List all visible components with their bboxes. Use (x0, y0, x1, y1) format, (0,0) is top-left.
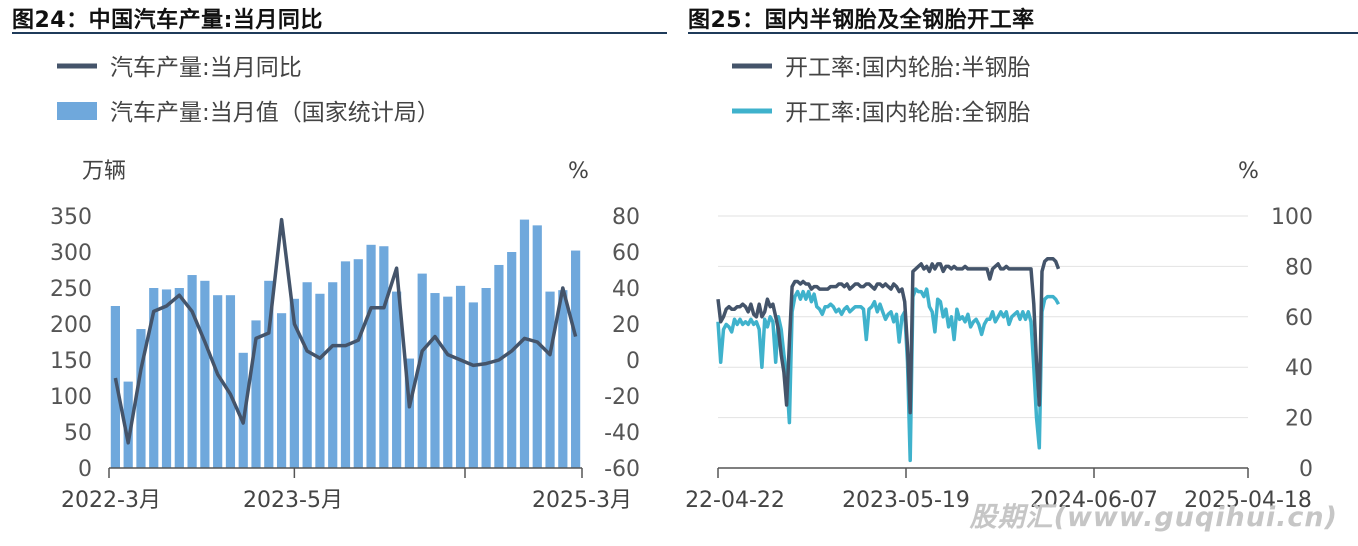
production-bar (379, 246, 389, 468)
left-tick-label: 300 (50, 241, 92, 266)
production-bar (200, 280, 210, 468)
right-tick-label: 60 (612, 241, 640, 266)
production-bar (392, 291, 402, 468)
right-tick-label: 40 (612, 277, 640, 302)
legend-bar-swatch (57, 102, 97, 120)
x-tick-label: 2024-06-07 (1030, 488, 1158, 513)
production-bar (123, 381, 133, 468)
legend-label-production: 汽车产量:当月值（国家统计局） (110, 100, 440, 126)
right-tick-label: -40 (604, 421, 640, 446)
production-bar (174, 288, 184, 468)
production-bar (417, 273, 427, 468)
y-tick-label: 100 (1271, 205, 1313, 230)
right-axis-unit: % (568, 159, 589, 184)
legend-label-yoy: 汽车产量:当月同比 (110, 55, 302, 81)
production-bar (264, 280, 274, 468)
production-bar (507, 252, 517, 468)
left-tick-label: 0 (78, 457, 92, 482)
production-bar (545, 291, 555, 468)
production-bar (136, 329, 146, 468)
x-tick-label: 2025-3月 (532, 488, 632, 513)
production-bar (149, 288, 159, 468)
left-tick-label: 350 (50, 205, 92, 230)
production-bar (519, 219, 530, 468)
y-tick-label: 80 (1285, 255, 1313, 280)
production-bar (161, 289, 172, 468)
left-tick-label: 250 (50, 277, 92, 302)
production-bar (494, 264, 504, 468)
y-tick-label: 0 (1299, 457, 1313, 482)
production-bar (443, 296, 453, 468)
y-tick-label: 60 (1285, 306, 1313, 331)
left-tick-label: 50 (64, 421, 92, 446)
production-bar (225, 295, 236, 468)
production-bar (404, 358, 415, 468)
production-bar (353, 259, 363, 468)
right-tick-label: 0 (626, 349, 640, 374)
production-bar (276, 313, 287, 468)
chart-1-title-rule (12, 32, 667, 34)
right-tick-label: 20 (612, 313, 640, 338)
left-tick-label: 200 (50, 313, 92, 338)
y-tick-label: 20 (1285, 407, 1313, 432)
production-bar (328, 282, 338, 468)
x-tick-label: 2023-5月 (243, 488, 343, 513)
right-tick-label: -60 (604, 457, 640, 482)
legend-label-semi-steel: 开工率:国内轮胎:半钢胎 (785, 55, 1031, 81)
semi-steel-line (716, 257, 1061, 415)
chart-2-title-rule (688, 32, 1358, 34)
y-axis-unit: % (1238, 159, 1259, 184)
production-bar (289, 298, 299, 468)
chart-2-title: 图25：国内半钢胎及全钢胎开工率 (688, 8, 1035, 33)
x-tick-label: 2023-05-19 (842, 488, 970, 513)
x-tick-label: 2025-04-18 (1184, 488, 1312, 513)
production-bar (366, 244, 376, 468)
production-bar (251, 320, 261, 468)
yoy-line (113, 217, 578, 445)
production-bar (430, 293, 440, 468)
production-bar (468, 302, 478, 468)
production-bar (110, 306, 120, 468)
x-tick-label: 2022-3月 (61, 488, 161, 513)
production-bar (187, 275, 197, 468)
y-tick-label: 40 (1285, 356, 1313, 381)
production-bar (340, 261, 351, 468)
right-tick-label: -20 (604, 385, 640, 410)
production-bar (558, 290, 568, 468)
chart-1-title: 图24：中国汽车产量:当月同比 (12, 8, 323, 33)
x-tick-label: 22-04-22 (685, 488, 785, 513)
legend-label-all-steel: 开工率:国内轮胎:全钢胎 (785, 100, 1031, 126)
production-bar (571, 250, 581, 468)
production-bar (302, 282, 312, 468)
production-bar (455, 285, 466, 468)
left-tick-label: 100 (50, 385, 92, 410)
right-tick-label: 80 (612, 205, 640, 230)
left-tick-label: 150 (50, 349, 92, 374)
production-bar (481, 288, 491, 468)
all-steel-line (716, 287, 1061, 463)
production-bar (213, 295, 223, 468)
watermark: 股期汇(www.guqihui.cn) (969, 502, 1338, 533)
left-axis-unit: 万辆 (82, 159, 126, 184)
production-bar (315, 293, 325, 468)
production-bar (532, 225, 542, 468)
production-bar (238, 352, 248, 468)
